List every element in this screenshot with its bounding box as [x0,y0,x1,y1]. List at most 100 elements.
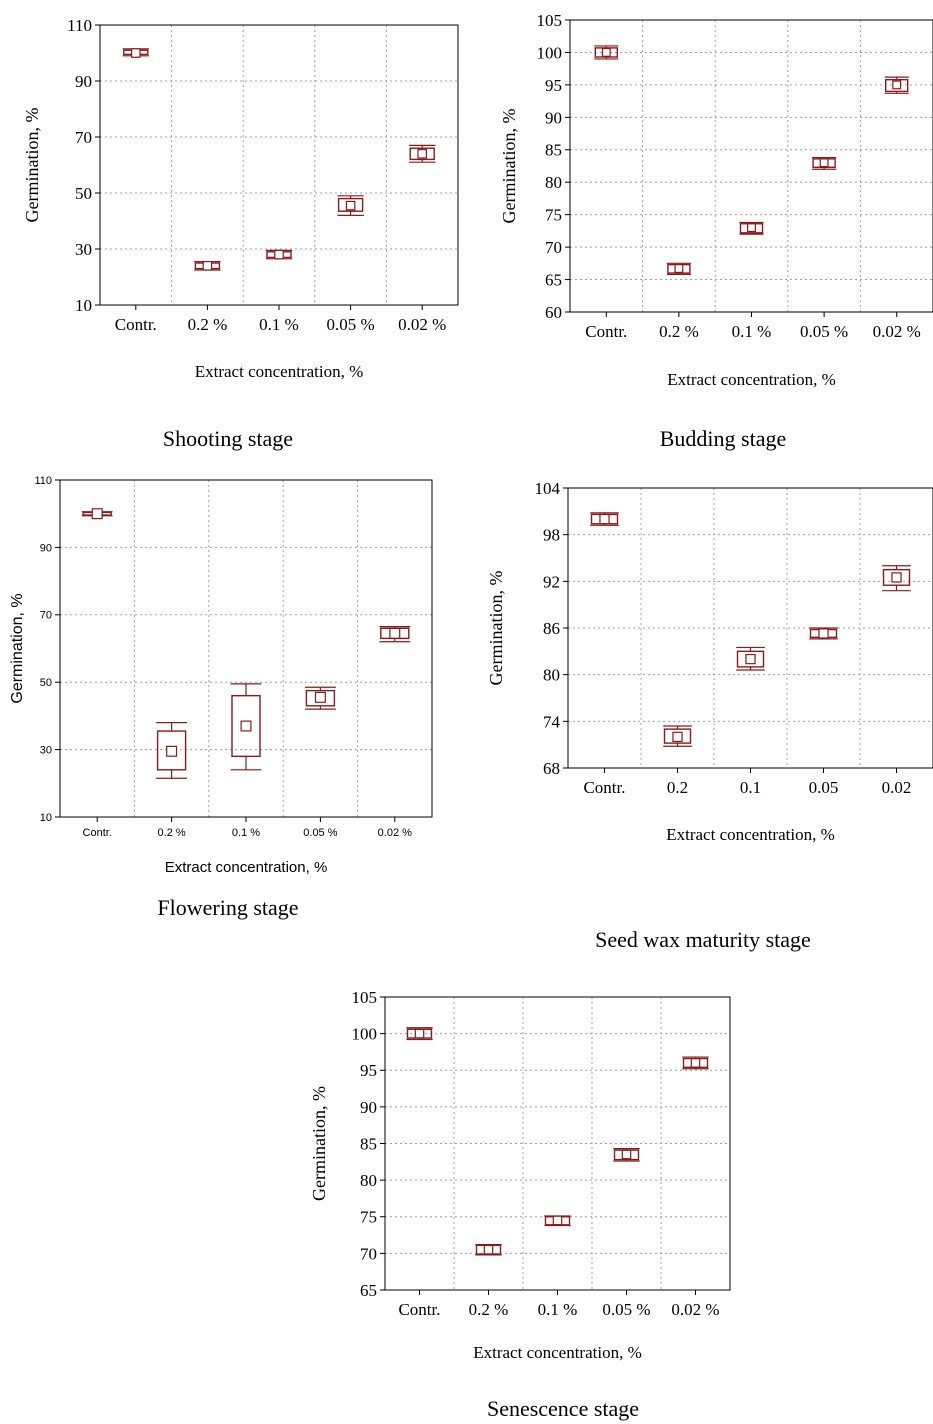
box-plot-3 [230,683,262,771]
box-plot-5 [884,76,909,94]
box-plot-1 [406,1027,433,1041]
y-tick-label: 50 [75,184,92,203]
y-tick-label: 30 [75,240,92,259]
median-marker [674,264,684,273]
box-plot-5 [682,1056,709,1070]
x-tick-label: Contr. [398,1300,440,1319]
chart-caption: Senescence stage [487,1396,639,1421]
y-tick-label: 70 [40,610,52,622]
x-tick-label: 0.2 % [158,827,186,839]
chart-5: 65 70 75 80 85 90 95 100 105 Contr. 0.2 % 0.1 % 0.05… [309,988,731,1421]
x-axis-title: Extract concentration, % [473,1343,642,1362]
box-iqr [305,689,336,707]
x-tick-label: 0.02 % [378,827,412,839]
y-tick-label: 74 [543,712,561,731]
box-iqr [337,197,364,212]
box-plot-3 [736,646,765,671]
x-axis-title: Extract concentration, % [666,825,835,844]
median-marker [131,48,141,58]
y-tick-label: 86 [543,619,560,638]
y-tick-label: 110 [67,16,92,35]
box-plot-3 [265,249,293,260]
x-tick-label: 0.05 % [327,315,375,334]
box-plot-2 [663,725,692,747]
y-axis-title: Germination, % [499,109,519,224]
y-tick-label: 95 [360,1061,377,1080]
y-tick-label: 85 [360,1134,377,1153]
box-plot-2 [666,262,691,275]
y-tick-label: 80 [545,173,562,192]
y-tick-label: 105 [352,988,378,1007]
y-tick-label: 95 [545,76,562,95]
median-marker [389,627,401,639]
y-tick-label: 50 [40,677,52,689]
median-marker [91,508,103,520]
median-marker [166,745,178,757]
y-axis-title: Germination, % [309,1086,329,1201]
x-tick-label: 0.05 % [800,322,848,341]
x-tick-label: Contr. [115,315,157,334]
x-tick-label: 0.1 % [232,827,260,839]
y-axis-title: Germination, % [9,593,26,703]
median-marker [414,1028,425,1039]
y-tick-label: 100 [537,43,563,62]
median-marker [240,720,252,732]
y-tick-label: 100 [352,1025,378,1044]
y-tick-label: 70 [75,128,92,147]
box-plot-1 [590,512,619,526]
x-tick-label: Contr. [83,827,112,839]
median-marker [314,691,326,703]
median-marker [483,1244,494,1255]
median-marker [621,1149,632,1160]
median-marker [345,200,356,211]
box-plot-1 [122,48,149,58]
box-plot-2 [194,261,221,271]
y-tick-label: 90 [75,72,92,91]
box-plot-1 [81,508,113,520]
x-tick-label: 0.05 [809,778,839,797]
median-marker [818,628,829,639]
x-axis-title: Extract concentration, % [667,370,836,389]
box-plot-1 [594,45,619,60]
y-tick-label: 110 [34,475,52,487]
y-tick-label: 90 [545,108,562,127]
x-tick-label: 0.1 [740,778,761,797]
median-marker [745,653,756,665]
median-marker [599,513,610,525]
y-tick-label: 60 [545,303,562,322]
box-iqr [409,147,435,161]
x-tick-label: 0.05 % [303,827,337,839]
chart-caption: Budding stage [660,426,787,451]
box-iqr [736,650,765,668]
median-marker [747,223,756,233]
median-marker [672,731,683,743]
box-iqr [882,568,911,586]
box-plot-4 [337,195,364,216]
median-marker [552,1215,563,1226]
x-tick-label: 0.2 % [469,1300,509,1319]
box-plot-2 [475,1243,502,1256]
box-plot-2 [156,722,187,779]
chart-caption: Flowering stage [157,895,298,920]
x-tick-label: 0.02 % [873,322,921,341]
x-tick-label: 0.02 % [671,1300,719,1319]
y-tick-label: 68 [543,759,560,778]
plot-frame [569,19,933,313]
box-iqr [594,47,618,58]
box-plot-4 [613,1148,640,1162]
median-marker [202,261,213,271]
y-tick-label: 75 [360,1208,377,1227]
x-tick-label: 0.2 [667,778,688,797]
chart-caption: Shooting stage [163,426,293,451]
box-iqr [663,728,692,744]
y-tick-label: 75 [545,206,562,225]
y-tick-label: 65 [360,1281,377,1300]
median-marker [892,80,902,90]
y-axis-title: Germination, % [486,571,506,686]
chart-4: 68 74 80 86 92 98 104 Contr. 0.2 0.1 0.05 0.02 Extra… [486,479,933,952]
box-plot-3 [739,221,764,235]
x-tick-label: 0.02 [882,778,912,797]
x-tick-label: 0.2 % [188,315,228,334]
x-tick-label: 0.02 % [398,315,446,334]
